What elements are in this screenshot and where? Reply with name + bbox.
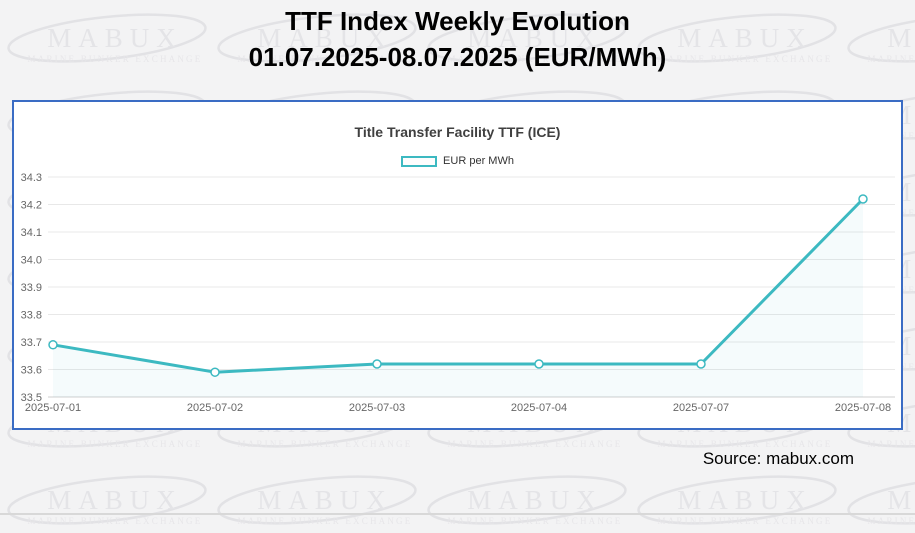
x-axis-tick-label: 2025-07-03: [349, 402, 405, 414]
mabux-watermark-tagline: MARINE BUNKER EXCHANGE: [27, 439, 203, 449]
mabux-watermark-brand: MABUX: [47, 485, 183, 515]
y-axis-tick-label: 33.7: [21, 337, 42, 349]
data-point[interactable]: [534, 359, 544, 369]
data-point[interactable]: [210, 367, 220, 377]
mabux-watermark-tagline: MARINE BUNKER EXCHANGE: [237, 439, 413, 449]
data-point[interactable]: [48, 340, 58, 350]
data-point[interactable]: [372, 359, 382, 369]
legend-label: EUR per MWh: [443, 155, 514, 167]
x-axis-tick-label: 2025-07-02: [187, 402, 243, 414]
mabux-watermark-tagline: MARINE BUNKER EXCHANGE: [447, 439, 623, 449]
mabux-watermark-tagline: MARINE BUNKER EXCHANGE: [237, 516, 413, 526]
y-axis-tick-label: 34.2: [21, 200, 42, 212]
swoosh-icon: [847, 475, 915, 525]
mabux-watermark-tagline: MARINE BUNKER EXCHANGE: [657, 439, 833, 449]
y-axis-tick-label: 33.9: [21, 282, 42, 294]
swoosh-icon: [217, 475, 417, 525]
x-axis-tick-label: 2025-07-01: [25, 402, 81, 414]
mabux-watermark-tagline: MARINE BUNKER EXCHANGE: [447, 516, 623, 526]
mabux-watermark-brand: MABUX: [677, 485, 813, 515]
mabux-watermark-tagline: MARINE BUNKER EXCHANGE: [657, 516, 833, 526]
page-title-line2: 01.07.2025-08.07.2025 (EUR/MWh): [248, 42, 667, 72]
line-chart: 34.334.234.134.033.933.833.733.633.52025…: [21, 172, 895, 414]
series-area-fill: [53, 199, 863, 397]
legend-swatch-icon: [401, 155, 438, 167]
data-point[interactable]: [696, 359, 706, 369]
page-title: TTF Index Weekly Evolution 01.07.2025-08…: [0, 3, 915, 75]
swoosh-icon: [637, 475, 837, 525]
swoosh-icon: [427, 475, 627, 525]
mabux-watermark-brand: MABUX: [467, 485, 603, 515]
y-axis-tick-label: 34.1: [21, 227, 42, 239]
y-axis-tick-label: 34.3: [21, 172, 42, 184]
swoosh-icon: [7, 475, 207, 525]
mabux-watermark-tagline: MARINE BUNKER EXCHANGE: [867, 516, 915, 526]
data-point[interactable]: [858, 194, 868, 204]
mabux-watermark-brand: MABUX: [257, 485, 393, 515]
x-axis-tick-label: 2025-07-07: [673, 402, 729, 414]
page-title-line1: TTF Index Weekly Evolution: [285, 6, 630, 36]
mabux-watermark-tagline: MARINE BUNKER EXCHANGE: [27, 516, 203, 526]
mabux-watermark-tagline: MARINE BUNKER EXCHANGE: [867, 439, 915, 449]
legend-item[interactable]: EUR per MWh: [14, 155, 901, 167]
source-note: Source: mabux.com: [702, 449, 854, 468]
chart-panel: Title Transfer Facility TTF (ICE) EUR pe…: [12, 100, 903, 430]
x-axis-tick-label: 2025-07-04: [511, 402, 567, 414]
y-axis-tick-label: 33.6: [21, 365, 42, 377]
mabux-watermark-brand: MABUX: [887, 485, 915, 515]
y-axis-tick-label: 33.8: [21, 310, 42, 322]
x-axis-tick-label: 2025-07-08: [835, 402, 891, 414]
y-axis-tick-label: 34.0: [21, 255, 42, 267]
